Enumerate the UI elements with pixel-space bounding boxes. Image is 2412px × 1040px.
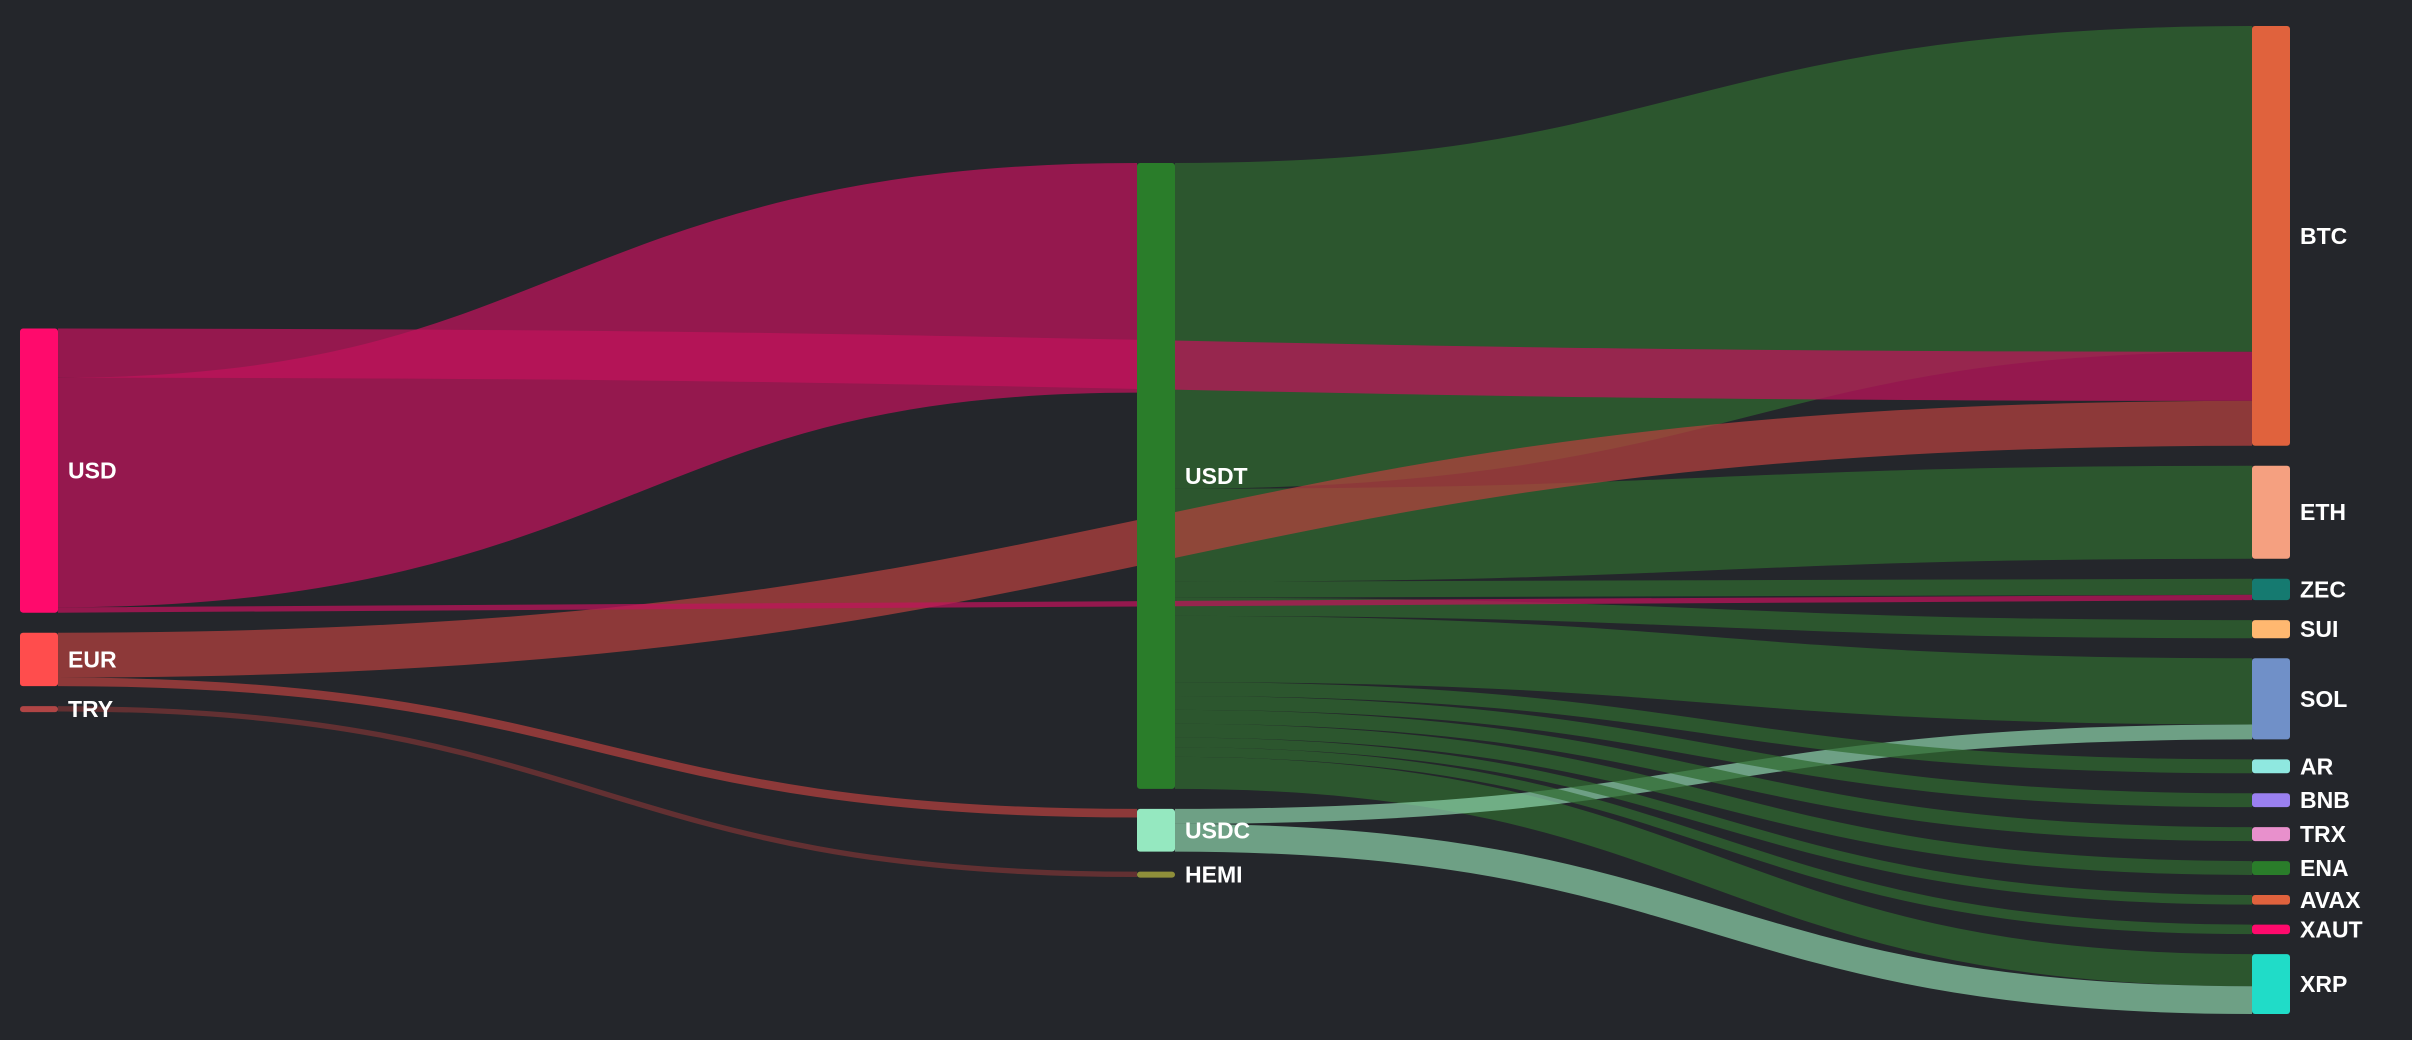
node-label-usd: USD [68,458,117,484]
link-try-to-hemi[interactable] [57,706,1138,878]
node-ena[interactable] [2252,861,2290,875]
link-usdt-to-bnb[interactable] [1174,696,2253,808]
link-usdc-to-xrp[interactable] [1174,823,2253,1014]
link-usdt-to-zec[interactable] [1174,578,2253,598]
node-trx[interactable] [2252,827,2290,842]
node-avax[interactable] [2252,894,2290,905]
node-usd[interactable] [20,328,58,613]
node-label-eth: ETH [2300,499,2346,525]
node-xaut[interactable] [2252,924,2290,935]
node-eth[interactable] [2252,465,2290,559]
node-usdt[interactable] [1137,162,1175,789]
node-label-zec: ZEC [2300,576,2346,602]
labels-layer: USD EUR TRY USDT USDC HEMI BTC ETH ZEC SUI SOL AR BN… [68,223,2363,997]
node-label-try: TRY [68,696,113,722]
node-label-sol: SOL [2300,686,2347,712]
link-usdt-to-sol[interactable] [1174,615,2253,725]
node-label-trx: TRX [2300,821,2347,847]
node-label-sui: SUI [2300,616,2338,642]
node-label-usdt: USDT [1185,463,1248,489]
node-label-usdc: USDC [1185,817,1250,843]
node-label-xrp: XRP [2300,971,2347,997]
link-usdt-to-ena[interactable] [1174,723,2253,875]
links-layer [57,26,2253,1014]
node-hemi[interactable] [1137,871,1175,878]
link-usdt-to-ar[interactable] [1174,682,2253,774]
nodes-layer [20,26,2290,1014]
link-usdt-to-avax[interactable] [1174,737,2253,905]
node-ar[interactable] [2252,759,2290,774]
node-label-bnb: BNB [2300,787,2350,813]
link-usdt-to-xaut[interactable] [1174,747,2253,935]
node-xrp[interactable] [2252,954,2290,1014]
node-label-eur: EUR [68,646,117,672]
node-btc[interactable] [2252,26,2290,446]
link-usdt-to-xrp[interactable] [1174,756,2253,987]
node-label-ar: AR [2300,753,2334,779]
link-usdt-to-sui[interactable] [1174,597,2253,639]
link-usdt-to-trx[interactable] [1174,709,2253,842]
node-eur[interactable] [20,632,58,687]
node-zec[interactable] [2252,578,2290,601]
node-label-avax: AVAX [2300,887,2361,913]
node-bnb[interactable] [2252,793,2290,808]
node-usdc[interactable] [1137,808,1175,852]
link-usdt-to-eth[interactable] [1174,465,2253,582]
link-usd-to-usdt[interactable] [57,162,1138,608]
link-eur-to-usdc[interactable] [57,677,1138,818]
node-label-xaut: XAUT [2300,916,2363,942]
node-sol[interactable] [2252,658,2290,740]
node-label-hemi: HEMI [1185,862,1243,888]
node-try[interactable] [20,706,58,713]
node-sui[interactable] [2252,620,2290,639]
node-label-ena: ENA [2300,855,2349,881]
node-label-btc: BTC [2300,223,2347,249]
link-usdt-to-btc[interactable] [1174,26,2253,489]
